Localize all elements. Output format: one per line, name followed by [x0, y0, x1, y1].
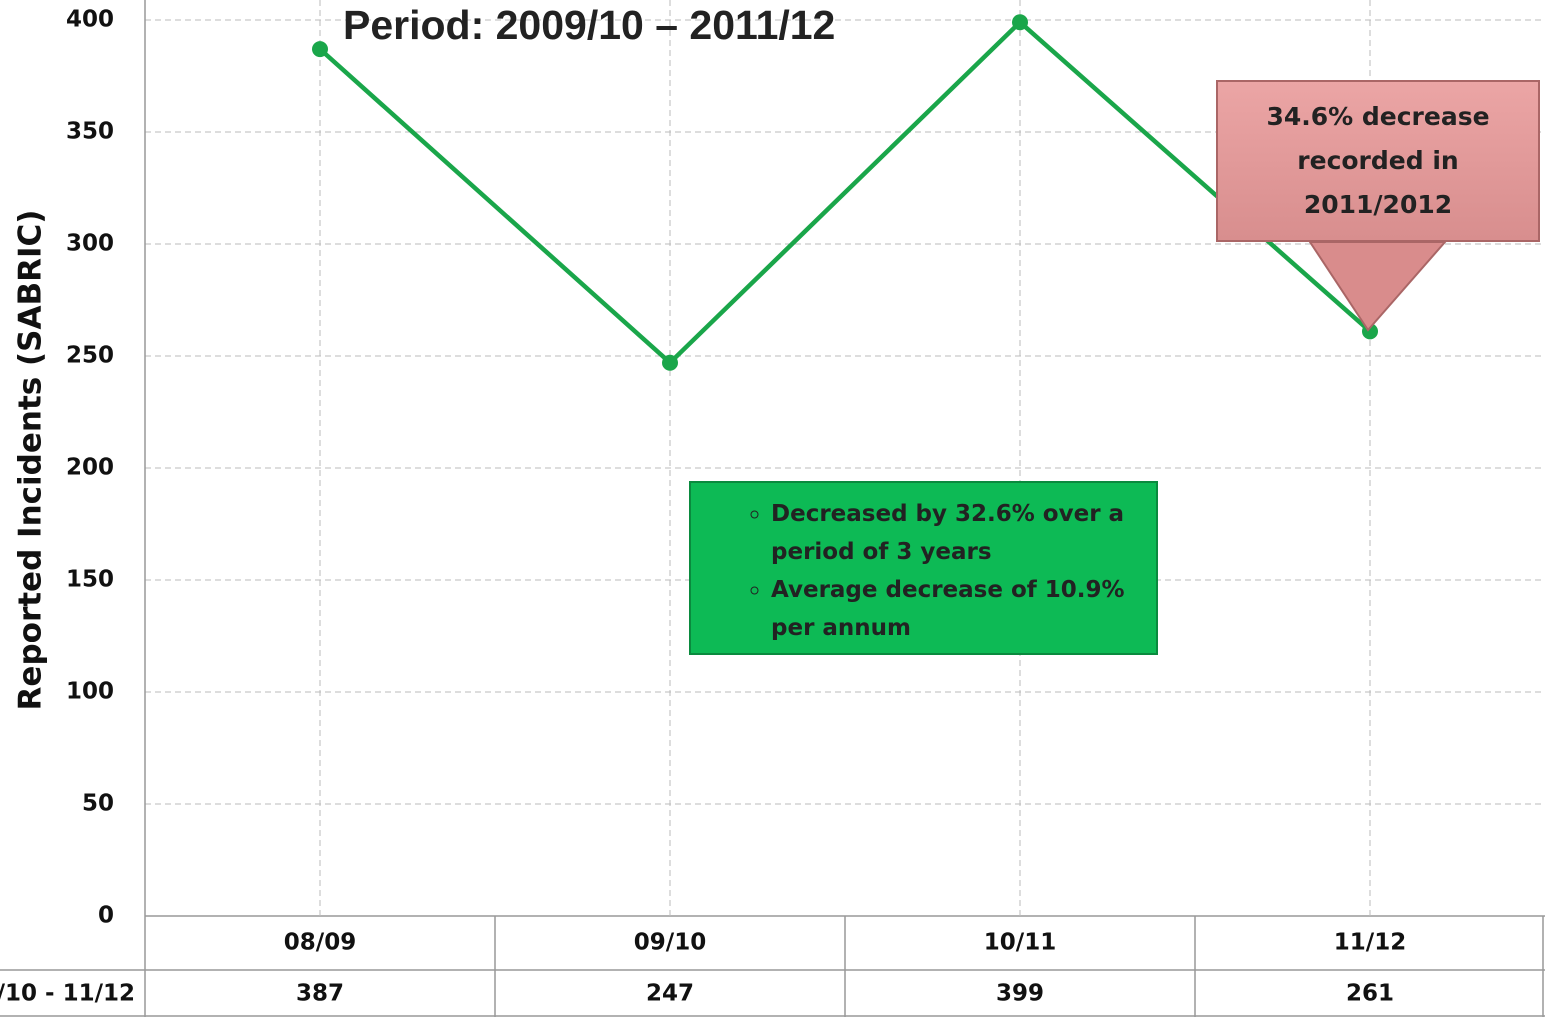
y-tick-label: 100: [66, 679, 114, 705]
notes-box: Decreased by 32.6% over a period of 3 ye…: [689, 481, 1158, 655]
table-series-name: /10 - 11/12: [0, 981, 135, 1007]
x-tick-label: 08/09: [284, 930, 356, 956]
callout-arrow: [1308, 241, 1448, 332]
y-tick-label: 350: [66, 119, 114, 145]
callout-line: 2011/2012: [1303, 190, 1453, 219]
table-value: 399: [996, 981, 1044, 1007]
callout-line: recorded in: [1297, 146, 1459, 175]
callout: 34.6% decrease recorded in 2011/2012: [1216, 80, 1540, 242]
x-tick-label: 09/10: [634, 930, 706, 956]
table-value: 261: [1346, 981, 1394, 1007]
x-tick-label: 10/11: [984, 930, 1056, 956]
point: [662, 354, 678, 371]
y-tick-label: 200: [66, 455, 114, 481]
note-item: Decreased by 32.6% over a period of 3 ye…: [771, 495, 1136, 571]
y-tick-label: 400: [66, 7, 114, 33]
point: [312, 41, 328, 58]
note-item: Average decrease of 10.9% per annum: [771, 571, 1136, 647]
y-axis-label: Reported Incidents (SABRIC): [13, 210, 49, 711]
y-tick-label: 0: [98, 903, 114, 929]
table-value: 247: [646, 981, 694, 1007]
y-tick-label: 150: [66, 567, 114, 593]
y-tick-label: 250: [66, 343, 114, 369]
chart-title: Period: 2009/10 – 2011/12: [343, 2, 835, 48]
callout-line: 34.6% decrease: [1266, 102, 1490, 131]
notes-list: Decreased by 32.6% over a period of 3 ye…: [691, 495, 1136, 647]
table-value: 387: [296, 981, 344, 1007]
x-tick-label: 11/12: [1334, 930, 1406, 956]
line: [318, 19, 1372, 366]
y-tick-label: 300: [66, 231, 114, 257]
point: [1012, 14, 1028, 31]
y-tick-label: 50: [82, 791, 114, 817]
